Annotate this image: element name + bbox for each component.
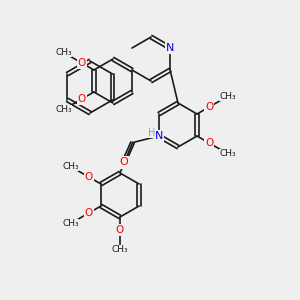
Text: O: O	[116, 225, 124, 235]
Text: CH₃: CH₃	[55, 105, 72, 114]
Text: CH₃: CH₃	[219, 149, 236, 158]
Text: O: O	[205, 138, 213, 148]
Text: CH₃: CH₃	[112, 245, 128, 254]
Text: O: O	[78, 94, 86, 104]
Text: CH₃: CH₃	[62, 219, 79, 228]
Text: O: O	[78, 58, 86, 68]
Text: N: N	[166, 43, 174, 53]
Text: H: H	[148, 128, 156, 138]
Text: O: O	[119, 158, 128, 167]
Text: N: N	[155, 131, 163, 141]
Text: O: O	[85, 208, 93, 218]
Text: O: O	[205, 102, 213, 112]
Text: CH₃: CH₃	[62, 162, 79, 171]
Text: CH₃: CH₃	[55, 48, 72, 57]
Text: O: O	[85, 172, 93, 182]
Text: CH₃: CH₃	[219, 92, 236, 101]
